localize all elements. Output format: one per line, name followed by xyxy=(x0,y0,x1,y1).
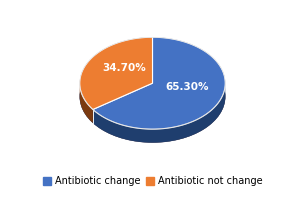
Text: 65.30%: 65.30% xyxy=(165,82,209,92)
Polygon shape xyxy=(80,37,152,110)
Polygon shape xyxy=(93,83,225,143)
Polygon shape xyxy=(93,37,225,129)
Ellipse shape xyxy=(80,51,225,143)
Polygon shape xyxy=(80,84,93,123)
Legend: Antibiotic change, Antibiotic not change: Antibiotic change, Antibiotic not change xyxy=(42,176,263,188)
Text: 34.70%: 34.70% xyxy=(102,63,146,73)
